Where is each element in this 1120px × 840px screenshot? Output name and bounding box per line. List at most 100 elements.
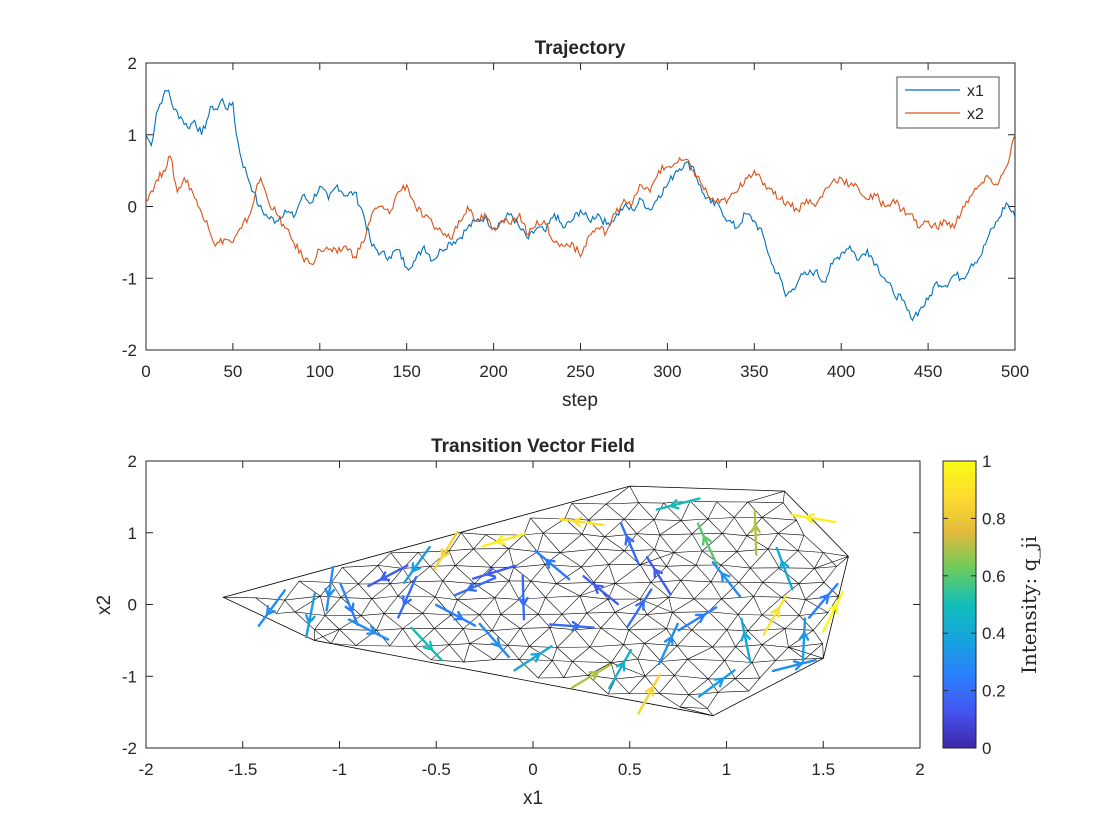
mesh-edge — [563, 675, 588, 678]
x-tick-label: 2 — [915, 760, 924, 779]
vector-arrowhead — [378, 571, 391, 581]
vector-arrowhead — [624, 534, 635, 546]
vector-arrowhead — [484, 567, 496, 578]
vector-field-title: Transition Vector Field — [431, 436, 635, 457]
mesh-edge — [799, 599, 806, 616]
mesh-edge — [449, 643, 470, 646]
mesh-edge — [659, 693, 689, 696]
mesh-edge — [549, 627, 575, 630]
mesh-edge — [589, 644, 624, 648]
mesh-edge — [586, 612, 616, 614]
mesh-edge — [628, 629, 645, 644]
vector-arrow — [534, 549, 571, 581]
mesh-edge — [422, 613, 435, 629]
mesh-edge — [491, 630, 508, 646]
mesh-edge — [518, 646, 530, 660]
mesh-edge — [563, 661, 573, 678]
vector-arrow — [367, 564, 409, 588]
mesh-edge — [680, 520, 693, 535]
mesh-edge — [574, 627, 601, 630]
mesh-edge — [674, 675, 690, 695]
vector-arrowhead — [544, 558, 556, 569]
mesh-edge — [561, 612, 587, 615]
vector-arrowhead — [701, 534, 712, 546]
vector-arrowhead — [490, 637, 501, 648]
mesh-edge — [654, 519, 682, 521]
mesh-edge — [624, 518, 655, 520]
mesh-edge — [778, 533, 805, 536]
mesh-edge — [707, 501, 717, 520]
vector-arrow — [410, 626, 443, 662]
mesh-edge — [688, 678, 709, 696]
mesh-edge — [702, 550, 722, 566]
mesh-edge — [680, 580, 695, 600]
vector-arrowhead — [324, 587, 335, 599]
mesh-edge — [735, 677, 760, 679]
mesh-edge — [762, 582, 799, 584]
vector-arrow — [481, 532, 527, 548]
vector-arrowhead — [344, 602, 355, 614]
mesh-edge — [736, 548, 769, 552]
mesh-edge — [454, 548, 474, 566]
mesh-edge — [736, 551, 751, 569]
mesh-edge — [654, 534, 661, 550]
mesh-edge — [708, 611, 728, 631]
mesh-edge — [358, 565, 379, 585]
mesh-edge — [720, 551, 738, 566]
mesh-edge — [430, 644, 450, 661]
y-tick-label: 0 — [128, 596, 137, 615]
mesh-edge — [654, 549, 675, 553]
mesh-edge — [646, 614, 667, 630]
mesh-edge — [712, 629, 728, 648]
vector-arrow — [472, 564, 517, 580]
mesh-edge — [673, 533, 693, 553]
mesh-edge — [463, 628, 470, 644]
mesh-edge — [761, 502, 784, 518]
mesh-edge — [708, 611, 739, 615]
mesh-edge — [690, 500, 717, 503]
x-tick-label: 1.5 — [811, 760, 835, 779]
mesh-edge — [390, 552, 404, 569]
vector-arrowhead — [401, 595, 412, 607]
mesh-edge — [666, 566, 682, 581]
mesh-edge — [542, 532, 561, 553]
mesh-edge — [650, 582, 669, 598]
mesh-edge — [813, 630, 823, 644]
mesh-edge — [589, 646, 612, 663]
mesh-edge — [355, 645, 390, 647]
mesh-edge — [666, 612, 673, 629]
vector-arrowhead — [635, 599, 645, 611]
x-tick-label: -2 — [138, 760, 153, 779]
mesh-edge — [508, 567, 514, 581]
mesh-edge — [746, 533, 779, 537]
mesh-edge — [429, 566, 444, 582]
mesh-edge — [389, 583, 399, 597]
y-tick-label: -2 — [122, 341, 137, 360]
mesh-edge — [402, 568, 412, 583]
mesh-edge — [518, 580, 532, 600]
vector-arrows — [257, 497, 844, 715]
mesh-edge — [615, 583, 641, 600]
mesh-edge — [724, 660, 736, 679]
mesh-edge — [804, 643, 823, 660]
mesh-edge — [299, 580, 321, 597]
mesh-edge — [596, 548, 610, 565]
mesh-edge — [358, 583, 372, 599]
mesh-edge — [679, 706, 714, 716]
y-tick-label: 2 — [128, 54, 137, 73]
mesh-edge — [538, 597, 546, 615]
vector-arrowhead — [518, 596, 529, 608]
mesh-edge — [707, 708, 714, 716]
vector-arrow — [521, 574, 526, 621]
mesh-edge — [455, 565, 492, 568]
mesh-edge — [581, 548, 597, 568]
mesh-edge — [390, 581, 412, 585]
mesh-edge — [836, 556, 849, 567]
mesh-edge — [639, 582, 652, 600]
trajectory-legend: x1 x2 — [896, 76, 1000, 129]
mesh-edge — [710, 564, 722, 582]
mesh-edge — [422, 613, 452, 616]
mesh-edge — [430, 659, 465, 663]
mesh-edge — [721, 598, 739, 615]
